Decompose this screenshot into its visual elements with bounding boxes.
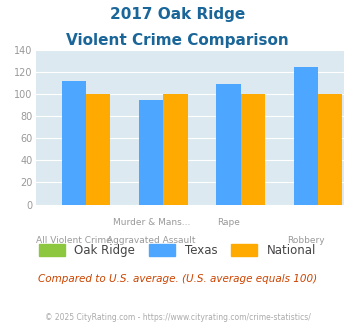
Bar xyxy=(163,94,187,205)
Text: All Violent Crime: All Violent Crime xyxy=(36,236,112,245)
Bar xyxy=(294,67,318,205)
Text: Aggravated Assault: Aggravated Assault xyxy=(107,236,196,245)
Text: Rape: Rape xyxy=(217,218,240,227)
Text: Murder & Mans...: Murder & Mans... xyxy=(113,218,190,227)
Bar xyxy=(241,94,265,205)
Bar xyxy=(86,94,110,205)
Bar xyxy=(62,81,86,205)
Bar xyxy=(217,84,241,205)
Legend: Oak Ridge, Texas, National: Oak Ridge, Texas, National xyxy=(39,244,316,257)
Text: Compared to U.S. average. (U.S. average equals 100): Compared to U.S. average. (U.S. average … xyxy=(38,274,317,284)
Text: 2017 Oak Ridge: 2017 Oak Ridge xyxy=(110,7,245,21)
Text: © 2025 CityRating.com - https://www.cityrating.com/crime-statistics/: © 2025 CityRating.com - https://www.city… xyxy=(45,314,310,322)
Text: Violent Crime Comparison: Violent Crime Comparison xyxy=(66,33,289,48)
Bar xyxy=(318,94,342,205)
Text: Robbery: Robbery xyxy=(287,236,324,245)
Bar xyxy=(139,100,163,205)
